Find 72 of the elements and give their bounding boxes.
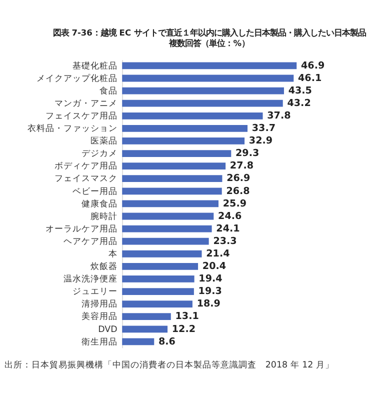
bar	[122, 326, 168, 333]
bar	[122, 175, 222, 182]
data-label: 18.9	[196, 298, 221, 310]
data-label: 27.8	[230, 160, 254, 172]
bar	[122, 225, 212, 232]
chart-subtitle: 複数回答（単位：%）	[168, 38, 250, 48]
y-tick-label: メイクアップ化粧品	[36, 72, 118, 84]
data-label: 24.1	[216, 223, 240, 234]
data-label: 43.2	[287, 98, 311, 109]
data-label: 29.3	[236, 148, 260, 160]
data-label: 24.6	[218, 210, 242, 222]
y-tick-label: 本	[108, 248, 118, 260]
data-label: 23.3	[213, 236, 237, 247]
y-tick-label: ジュエリー	[72, 287, 118, 298]
bar	[122, 74, 294, 82]
data-label: 21.4	[206, 248, 230, 260]
data-label: 12.2	[172, 324, 196, 335]
data-label: 20.4	[202, 261, 226, 272]
bar	[122, 112, 263, 120]
bar	[122, 200, 218, 208]
bar	[122, 212, 214, 220]
data-label: 32.9	[248, 136, 273, 147]
bar	[122, 162, 226, 170]
y-tick-label: デジカメ	[81, 149, 118, 160]
y-tick-label: 衣料品・ファッション	[27, 123, 118, 134]
bar	[122, 276, 194, 282]
data-label: 26.8	[226, 186, 250, 197]
data-label: 19.3	[198, 286, 222, 298]
bar	[122, 338, 154, 346]
y-tick-label: フェイスマスク	[54, 174, 118, 184]
data-label: 19.4	[198, 274, 223, 285]
bar	[122, 250, 202, 258]
data-label: 46.9	[300, 60, 325, 72]
bar	[122, 87, 284, 94]
y-tick-label: 温水洗浄便座	[63, 274, 118, 285]
data-label: 43.5	[288, 85, 312, 96]
y-tick-label: マンガ・アニメ	[54, 98, 118, 109]
data-label: 37.8	[267, 110, 292, 122]
bar	[122, 288, 194, 295]
y-tick-label: ボディケア用品	[54, 160, 118, 172]
bar	[122, 188, 222, 195]
y-tick-label: ヘアケア用品	[63, 236, 118, 247]
data-label: 25.9	[222, 198, 247, 210]
data-label: 33.7	[252, 123, 276, 134]
y-tick-label: 腕時計	[90, 210, 118, 222]
y-tick-label: 健康食品	[81, 198, 118, 210]
y-tick-label: フェイスケア用品	[45, 110, 118, 122]
bar	[122, 300, 192, 308]
data-label: 26.9	[226, 173, 251, 184]
bar	[122, 138, 245, 144]
chart-title: 図表 7-36：越境 EC サイトで直近１年以内に購入した日本製品・購入したい日本製品	[52, 27, 366, 38]
y-tick-label: 基礎化粧品	[72, 60, 118, 72]
y-tick-label: ベビー用品	[72, 186, 118, 197]
data-label: 8.6	[158, 336, 176, 348]
bar	[122, 262, 198, 270]
data-label: 13.1	[175, 311, 199, 322]
bar	[122, 238, 209, 245]
text: 出所：日本貿易振興機構「中国の消費者の日本製品等意識調査 2018 年 12 月」	[4, 360, 334, 371]
y-tick-label: 食品	[99, 85, 118, 96]
bar	[122, 150, 232, 157]
y-tick-label: 衛生用品	[81, 336, 118, 348]
y-tick-label: DVD	[98, 324, 118, 335]
y-tick-label: オーラルケア用品	[45, 223, 118, 234]
y-tick-label: 医薬品	[90, 136, 118, 147]
bar	[122, 100, 283, 107]
y-tick-label: 美容用品	[81, 311, 118, 322]
y-tick-label: 清掃用品	[81, 298, 118, 310]
bar	[122, 62, 297, 70]
data-label: 46.1	[298, 72, 322, 84]
y-tick-label: 炊飯器	[90, 261, 118, 272]
bar	[122, 313, 171, 320]
bar	[122, 124, 248, 132]
